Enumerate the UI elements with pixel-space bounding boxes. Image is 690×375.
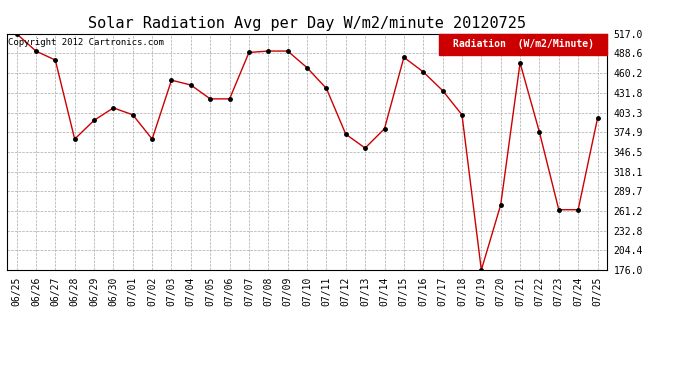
Title: Solar Radiation Avg per Day W/m2/minute 20120725: Solar Radiation Avg per Day W/m2/minute … <box>88 16 526 31</box>
Text: Copyright 2012 Cartronics.com: Copyright 2012 Cartronics.com <box>8 39 164 48</box>
Bar <box>439 34 607 55</box>
Text: Radiation  (W/m2/Minute): Radiation (W/m2/Minute) <box>453 39 593 50</box>
